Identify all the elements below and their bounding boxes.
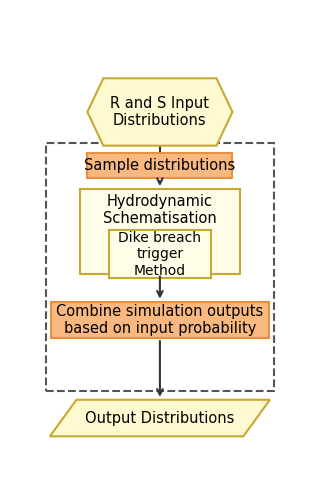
Bar	[109, 230, 211, 278]
Text: Output Distributions: Output Distributions	[85, 410, 235, 426]
Bar	[51, 302, 269, 338]
Text: Dike breach
trigger
Method: Dike breach trigger Method	[118, 231, 202, 278]
Bar	[80, 189, 240, 274]
Polygon shape	[50, 400, 270, 436]
Text: Combine simulation outputs
based on input probability: Combine simulation outputs based on inpu…	[56, 304, 264, 336]
Bar	[46, 143, 274, 391]
Bar	[87, 154, 232, 178]
Polygon shape	[87, 78, 232, 146]
Text: Hydrodynamic
Schematisation: Hydrodynamic Schematisation	[103, 194, 217, 226]
Text: R and S Input
Distributions: R and S Input Distributions	[110, 96, 209, 128]
Text: Sample distributions: Sample distributions	[84, 158, 236, 174]
